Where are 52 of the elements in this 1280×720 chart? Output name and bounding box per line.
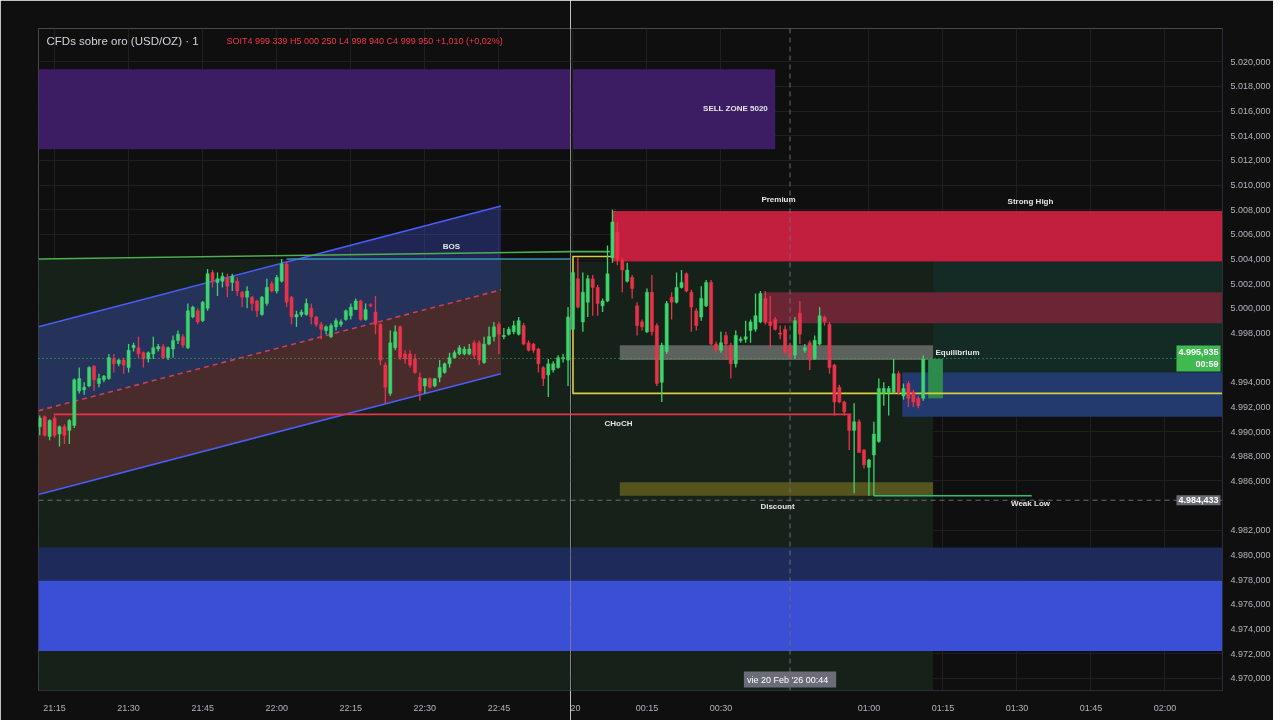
- x-tick-label: 22:30: [413, 702, 437, 713]
- y-tick-label: 5.000,000: [1230, 303, 1271, 314]
- x-tick-label: 01:45: [1079, 702, 1103, 713]
- y-tick-label: 5.002,000: [1230, 278, 1271, 289]
- ref-line-label: vie 20 Feb '26 00:44: [746, 674, 829, 685]
- y-tick-label: 4.976,000: [1230, 599, 1271, 610]
- x-tick-label: 20: [570, 702, 581, 713]
- y-tick-label: 4.994,000: [1230, 377, 1271, 388]
- annotation: Discount: [760, 502, 795, 511]
- x-tick-label: 00:15: [635, 702, 659, 713]
- y-tick-label: 4.990,000: [1230, 426, 1271, 437]
- text: SOIT4 999 339 H5 000 250 L4 998 940 C4 999 950 +1,010 (+0,02%): [226, 35, 503, 46]
- x-tick-label: 00:30: [709, 702, 733, 713]
- y-tick-label: 5.018,000: [1230, 81, 1271, 92]
- x-tick-label: 02:00: [1153, 702, 1177, 713]
- y-tick-label: 4.982,000: [1230, 525, 1271, 536]
- y-tick-label: 4.988,000: [1230, 451, 1271, 462]
- annotation: BOS: [442, 242, 461, 251]
- ref-line-label: 4.995,935 00:59: [1178, 347, 1219, 370]
- y-tick-label: 4.970,000: [1230, 673, 1271, 684]
- annotation: Premium: [761, 195, 796, 204]
- annotation: Strong High: [1007, 197, 1054, 206]
- y-tick-label: 5.004,000: [1230, 254, 1271, 265]
- y-tick-label: 4.986,000: [1230, 475, 1271, 486]
- y-tick-label: 5.014,000: [1230, 130, 1271, 141]
- ref-line-label: 4.984,433: [1178, 495, 1219, 506]
- x-tick-label: 21:15: [43, 702, 66, 713]
- x-tick-label: 01:15: [931, 702, 955, 713]
- x-tick-label: 22:45: [487, 702, 511, 713]
- y-tick-label: 5.016,000: [1230, 106, 1271, 117]
- x-tick-label: 01:00: [857, 702, 881, 713]
- annotation: CHoCH: [604, 419, 633, 428]
- y-tick-label: 5.012,000: [1230, 155, 1271, 166]
- text: CFDs sobre oro (USD/OZ) · 1: [46, 34, 199, 47]
- x-tick-label: 22:15: [339, 702, 363, 713]
- annotation: Weak Low: [1011, 499, 1051, 508]
- y-tick-label: 4.980,000: [1230, 549, 1271, 560]
- x-tick-label: 21:30: [117, 702, 140, 713]
- y-tick-label: 5.008,000: [1230, 204, 1271, 215]
- x-tick-label: 22:00: [265, 702, 288, 713]
- annotation: SELL ZONE 5020: [703, 104, 769, 113]
- x-tick-label: 21:45: [191, 702, 214, 713]
- y-tick-label: 4.998,000: [1230, 328, 1271, 338]
- y-tick-label: 5.010,000: [1230, 180, 1271, 191]
- y-tick-label: 4.992,000: [1230, 401, 1271, 412]
- y-tick-label: 5.020,000: [1230, 56, 1271, 67]
- annotation: Equilibrium: [935, 348, 980, 357]
- x-tick-label: 01:30: [1005, 702, 1029, 713]
- y-tick-label: 5.006,000: [1230, 229, 1271, 240]
- y-tick-label: 4.978,000: [1230, 574, 1271, 585]
- y-tick-label: 4.972,000: [1230, 648, 1271, 659]
- y-tick-label: 4.974,000: [1230, 623, 1271, 634]
